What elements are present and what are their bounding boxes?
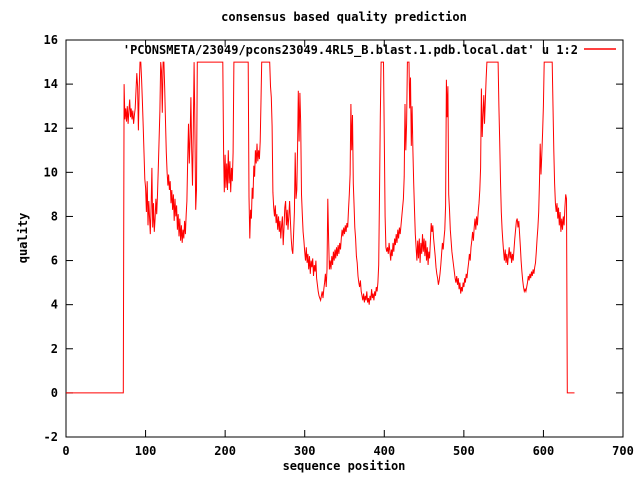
x-tick-label: 400 bbox=[373, 444, 395, 458]
y-axis-label: quality bbox=[16, 213, 30, 264]
y-tick-label: 12 bbox=[44, 121, 58, 135]
x-tick-label: 100 bbox=[135, 444, 157, 458]
y-tick-label: 4 bbox=[51, 298, 58, 312]
data-series-line bbox=[66, 61, 575, 394]
x-tick-label: 200 bbox=[214, 444, 236, 458]
x-tick-label: 500 bbox=[453, 444, 475, 458]
y-tick-label: 16 bbox=[44, 33, 58, 47]
chart-title: consensus based quality prediction bbox=[221, 10, 467, 24]
axis-ticks bbox=[65, 39, 624, 438]
y-tick-label: 6 bbox=[51, 254, 58, 268]
y-tick-label: 0 bbox=[51, 386, 58, 400]
y-tick-label: 10 bbox=[44, 165, 58, 179]
x-tick-label: 0 bbox=[62, 444, 69, 458]
x-axis-label: sequence position bbox=[283, 459, 406, 473]
x-tick-label: 300 bbox=[294, 444, 316, 458]
x-tick-label: 600 bbox=[533, 444, 555, 458]
y-tick-label: 14 bbox=[44, 77, 58, 91]
y-tick-label: 8 bbox=[51, 209, 58, 223]
axis-tick-labels: 0 100 200 300 400 500 600 700 -2 0 2 4 6 8 10 12 14 16 bbox=[44, 33, 634, 458]
data-series-group bbox=[66, 61, 575, 394]
x-tick-label: 700 bbox=[612, 444, 634, 458]
plot-border bbox=[65, 39, 624, 438]
y-tick-label: -2 bbox=[44, 430, 58, 444]
y-tick-label: 2 bbox=[51, 342, 58, 356]
legend-entry-label: 'PCONSMETA/23049/pcons23049.4RL5_B.blast… bbox=[123, 43, 578, 58]
